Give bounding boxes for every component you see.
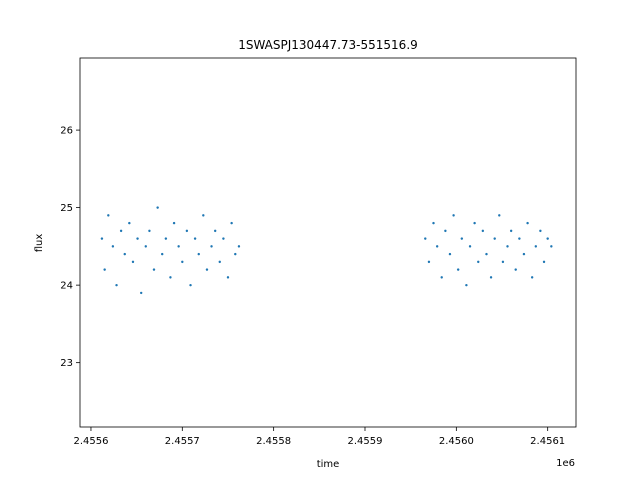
- data-point: [509, 229, 513, 233]
- data-point: [465, 283, 468, 287]
- data-point: [477, 260, 480, 264]
- data-point: [119, 229, 123, 233]
- data-point: [485, 252, 488, 256]
- data-point: [460, 237, 464, 240]
- data-point: [100, 237, 104, 240]
- data-point: [226, 276, 230, 279]
- data-point: [456, 268, 460, 271]
- data-point: [427, 260, 431, 264]
- data-point: [177, 245, 180, 248]
- data-point: [435, 245, 439, 248]
- data-point: [103, 268, 106, 271]
- data-point: [424, 237, 427, 240]
- x-axis-ticks: 2.4556 2.4557 2.4558 2.4559 2.4560 2.4561: [73, 427, 565, 447]
- data-point: [181, 260, 184, 264]
- y-tick-label: 25: [60, 203, 73, 214]
- data-point: [123, 252, 126, 256]
- data-point: [234, 252, 237, 256]
- data-point: [452, 214, 455, 217]
- data-point: [185, 229, 189, 233]
- data-point: [230, 221, 233, 225]
- data-point: [115, 283, 118, 287]
- data-point: [493, 237, 496, 240]
- data-point: [107, 214, 110, 217]
- data-point: [161, 252, 164, 256]
- x-tick-label: 2.4557: [165, 436, 200, 447]
- data-point: [546, 237, 549, 240]
- data-point: [140, 291, 143, 295]
- data-point: [193, 237, 197, 240]
- data-point: [498, 214, 501, 217]
- data-point: [501, 260, 505, 264]
- data-point: [518, 237, 521, 240]
- y-tick-label: 24: [60, 281, 73, 292]
- data-point: [432, 221, 435, 225]
- data-point: [534, 245, 538, 248]
- data-point: [213, 229, 217, 233]
- data-point: [111, 245, 115, 248]
- x-axis-offset-label: 1e6: [556, 458, 575, 469]
- data-point: [189, 283, 192, 287]
- chart-title: 1SWASPJ130447.73-551516.9: [238, 38, 418, 52]
- data-points: [100, 206, 553, 295]
- data-point: [514, 268, 517, 271]
- x-tick-label: 2.4560: [439, 436, 474, 447]
- data-point: [222, 237, 225, 240]
- data-point: [539, 229, 542, 233]
- data-point: [440, 276, 443, 279]
- data-point: [481, 229, 485, 233]
- x-tick-label: 2.4556: [73, 436, 108, 447]
- data-point: [218, 260, 221, 264]
- data-point: [526, 221, 529, 225]
- data-point: [172, 221, 176, 225]
- y-axis-ticks: 23 24 25 26: [60, 126, 80, 369]
- data-point: [148, 229, 151, 233]
- data-point: [169, 276, 172, 279]
- data-point: [131, 260, 135, 264]
- data-point: [530, 276, 534, 279]
- data-point: [444, 229, 447, 233]
- data-point: [489, 276, 493, 279]
- data-point: [468, 245, 472, 248]
- data-point: [237, 245, 241, 248]
- data-point: [164, 237, 168, 240]
- x-axis-label: time: [317, 459, 340, 470]
- y-tick-label: 26: [60, 126, 73, 137]
- data-point: [152, 268, 156, 271]
- data-point: [144, 245, 147, 248]
- data-point: [473, 221, 476, 225]
- data-point: [202, 214, 205, 217]
- data-point: [448, 252, 452, 256]
- plot-frame: [79, 57, 577, 428]
- data-point: [136, 237, 139, 240]
- x-tick-label: 2.4561: [530, 436, 565, 447]
- data-point: [197, 252, 200, 256]
- data-point: [550, 245, 553, 248]
- y-axis-label: flux: [34, 234, 45, 253]
- y-tick-label: 23: [60, 358, 73, 369]
- data-point: [205, 268, 209, 271]
- data-point: [522, 252, 526, 256]
- x-tick-label: 2.4559: [347, 436, 382, 447]
- data-point: [156, 206, 159, 209]
- x-tick-label: 2.4558: [256, 436, 291, 447]
- data-point: [128, 221, 131, 225]
- data-point: [506, 245, 509, 248]
- data-point: [210, 245, 213, 248]
- data-point: [542, 260, 546, 264]
